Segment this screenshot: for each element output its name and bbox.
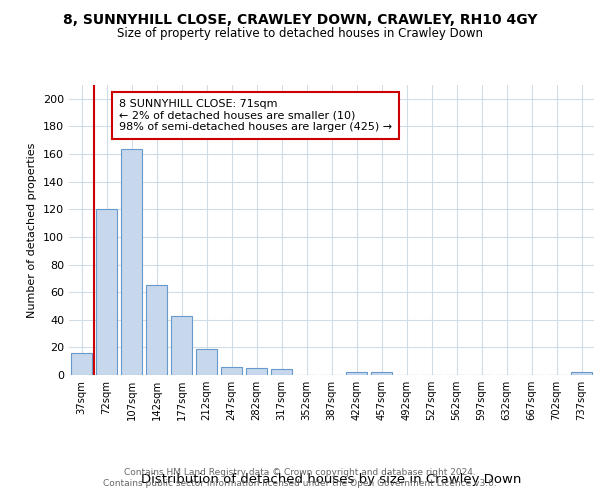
Bar <box>171 316 192 375</box>
Text: Size of property relative to detached houses in Crawley Down: Size of property relative to detached ho… <box>117 28 483 40</box>
Text: 8, SUNNYHILL CLOSE, CRAWLEY DOWN, CRAWLEY, RH10 4GY: 8, SUNNYHILL CLOSE, CRAWLEY DOWN, CRAWLE… <box>63 12 537 26</box>
Y-axis label: Number of detached properties: Number of detached properties <box>28 142 37 318</box>
X-axis label: Distribution of detached houses by size in Crawley Down: Distribution of detached houses by size … <box>142 473 521 486</box>
Bar <box>346 372 367 375</box>
Bar <box>221 366 242 375</box>
Bar <box>246 368 267 375</box>
Bar <box>96 210 117 375</box>
Bar <box>121 148 142 375</box>
Text: 8 SUNNYHILL CLOSE: 71sqm
← 2% of detached houses are smaller (10)
98% of semi-de: 8 SUNNYHILL CLOSE: 71sqm ← 2% of detache… <box>119 99 392 132</box>
Bar <box>196 349 217 375</box>
Bar <box>71 353 92 375</box>
Bar <box>571 372 592 375</box>
Bar <box>146 285 167 375</box>
Bar <box>271 370 292 375</box>
Text: Contains HM Land Registry data © Crown copyright and database right 2024.
Contai: Contains HM Land Registry data © Crown c… <box>103 468 497 487</box>
Bar <box>371 372 392 375</box>
